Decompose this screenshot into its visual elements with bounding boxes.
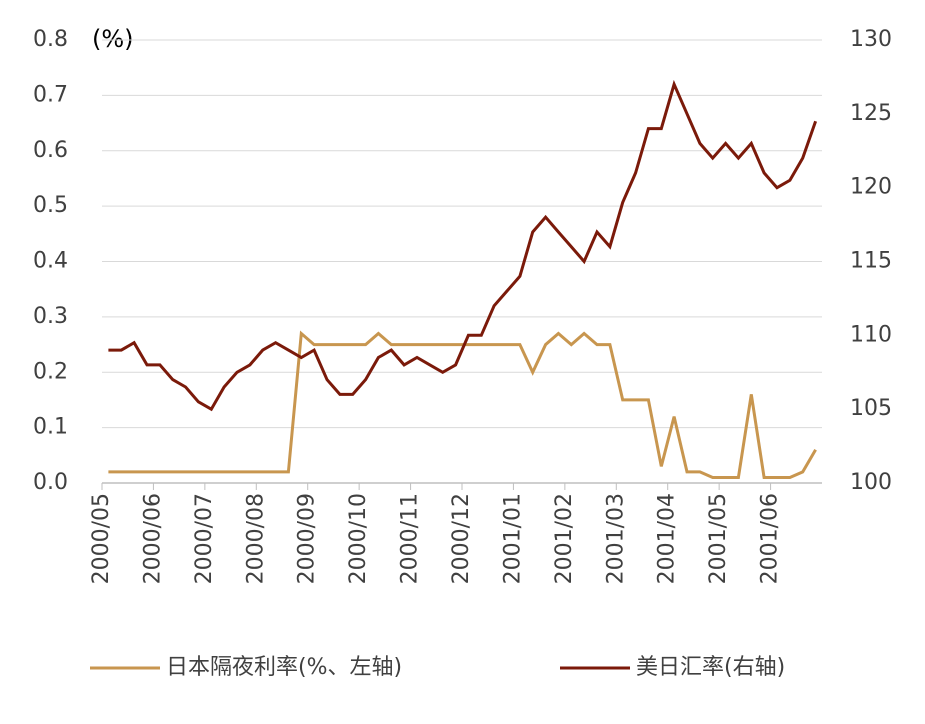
y-tick-label: 0.2 (33, 359, 68, 384)
line-series (108, 330, 817, 479)
y-tick-label: 0.4 (33, 249, 68, 274)
y2-tick-label: 110 (850, 322, 892, 347)
x-tick-label: 2000/08 (243, 493, 268, 584)
x-tick-label: 2000/10 (346, 493, 371, 584)
y-tick-label: 0.0 (33, 470, 68, 495)
x-tick-label: 2000/11 (398, 493, 423, 584)
y-tick-label: 0.6 (33, 138, 68, 163)
y2-tick-label: 115 (850, 249, 892, 274)
line-series (108, 79, 818, 412)
y2-tick-label: 105 (850, 396, 892, 421)
y-tick-label: 0.3 (33, 304, 68, 329)
x-tick-label: 2000/05 (89, 493, 114, 584)
x-tick-label: 2001/06 (758, 493, 783, 584)
x-tick-label: 2001/04 (655, 493, 680, 584)
y2-tick-label: 100 (850, 470, 892, 495)
x-tick-label: 2001/02 (552, 493, 577, 584)
legend-label: 日本隔夜利率(%、左轴) (166, 655, 402, 680)
x-tick-label: 2000/06 (140, 493, 165, 584)
x-tick-label: 2000/12 (449, 493, 474, 584)
x-tick-label: 2001/05 (706, 493, 731, 584)
y-tick-label: 0.1 (33, 415, 68, 440)
y2-tick-label: 120 (850, 175, 892, 200)
y-tick-label: 0.8 (33, 27, 68, 52)
legend-label: 美日汇率(右轴) (636, 655, 785, 680)
x-tick-label: 2001/01 (500, 493, 525, 584)
x-tick-label: 2001/03 (603, 493, 628, 584)
x-tick-label: 2000/07 (192, 493, 217, 584)
x-tick-label: 2000/09 (295, 493, 320, 584)
y-axis-label: (%) (92, 25, 134, 53)
y2-tick-label: 125 (850, 101, 892, 126)
y2-tick-label: 130 (850, 27, 892, 52)
y-tick-label: 0.5 (33, 193, 68, 218)
y-tick-label: 0.7 (33, 82, 68, 107)
